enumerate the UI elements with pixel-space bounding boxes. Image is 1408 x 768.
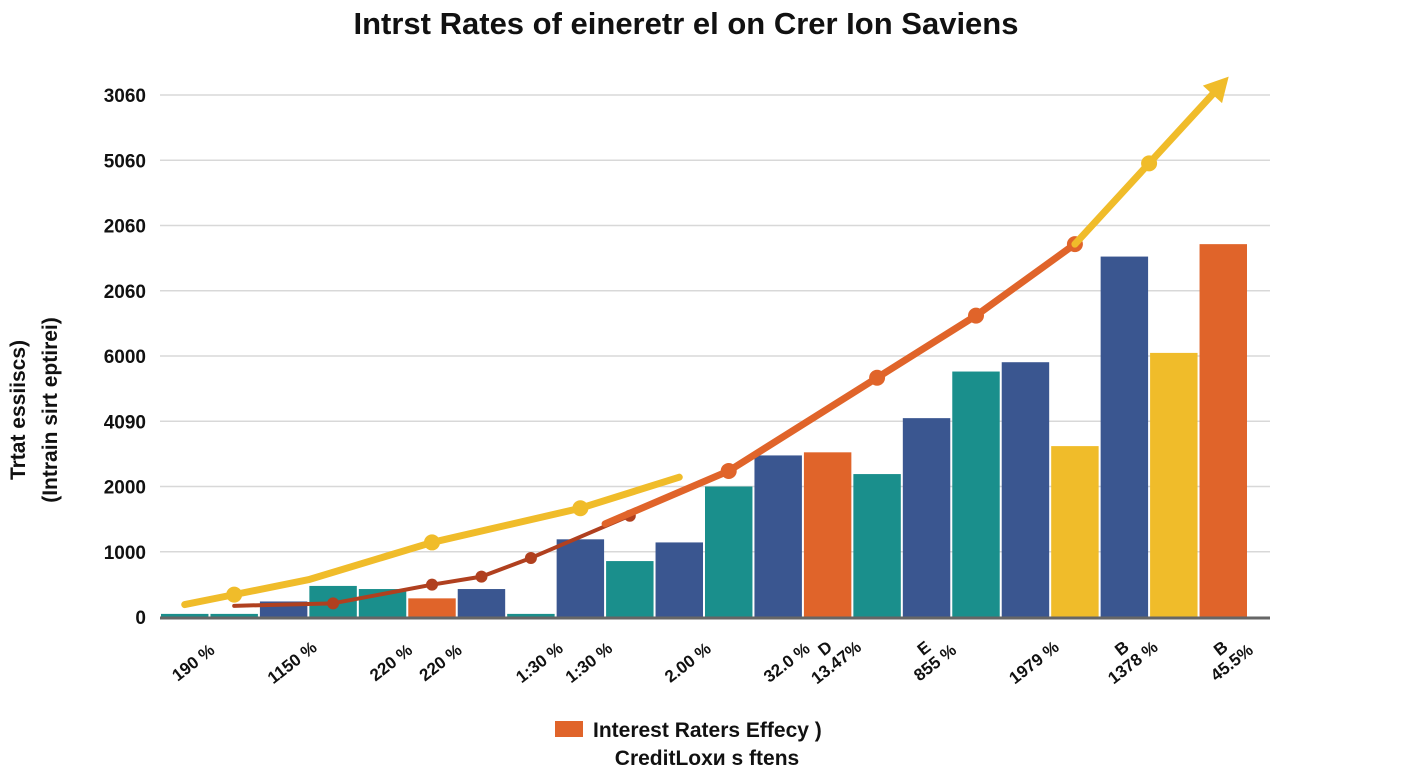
x-tick-text: 1150 % bbox=[264, 638, 320, 688]
trend-marker bbox=[524, 551, 537, 564]
x-tick-text: 32.0 % bbox=[760, 639, 813, 687]
y-axis-label-line-2: (Intrain sirt eptirei) bbox=[39, 317, 62, 503]
x-tick-label: 32.0 % bbox=[760, 639, 813, 687]
trend-marker bbox=[327, 597, 340, 610]
x-tick-text: 190 % bbox=[169, 640, 219, 685]
gridlines bbox=[160, 94, 1270, 553]
bar bbox=[1199, 244, 1247, 617]
legend-swatch bbox=[555, 721, 583, 737]
legend: Interest Raters Effecy ) CreditLoхи s ft… bbox=[555, 719, 822, 768]
trend-marker bbox=[869, 369, 886, 386]
y-tick-label: 3060 bbox=[104, 86, 146, 107]
bar bbox=[1001, 362, 1050, 617]
bar bbox=[457, 589, 506, 617]
x-tick-text: 1979 % bbox=[1005, 637, 1062, 687]
trend-marker bbox=[968, 307, 984, 324]
bar bbox=[803, 452, 852, 617]
x-tick-text: 1:30 % bbox=[562, 639, 616, 687]
bar bbox=[705, 486, 753, 617]
bar bbox=[655, 542, 703, 617]
trend-marker bbox=[720, 462, 737, 479]
bar bbox=[210, 613, 258, 617]
trend-line bbox=[181, 473, 683, 609]
bar bbox=[408, 598, 456, 617]
x-tick-text: 220 % bbox=[366, 640, 416, 685]
trend-marker bbox=[424, 534, 440, 551]
trend-marker bbox=[475, 570, 488, 583]
x-tick-label: 2.00 % bbox=[661, 639, 714, 687]
bar bbox=[507, 613, 555, 617]
x-axis-ticks: 190 % 1150 % 220 % 220 % 1:30 %1:30 % 2.00 % 3… bbox=[169, 637, 1257, 688]
bar bbox=[161, 613, 209, 617]
y-axis-label: Trtat essiiscs) (Intrain sirt eptirei) bbox=[7, 317, 62, 503]
bar bbox=[952, 371, 1000, 617]
x-tick-label: 1:30 % bbox=[562, 639, 616, 687]
y-tick-label: 4090 bbox=[104, 412, 146, 433]
y-tick-label: 0 bbox=[135, 608, 146, 629]
trend-marker bbox=[426, 578, 438, 591]
bar bbox=[1100, 256, 1149, 617]
bar bbox=[902, 418, 951, 617]
trend-marker bbox=[572, 500, 589, 517]
legend-sublabel: CreditLoхи s ftens bbox=[615, 747, 799, 768]
x-tick-label: 1979 % bbox=[1005, 637, 1062, 687]
trend-lines bbox=[181, 76, 1229, 610]
x-tick-text: 1:30 % bbox=[512, 639, 566, 687]
bar bbox=[853, 474, 901, 617]
trend-marker bbox=[1141, 155, 1158, 172]
y-tick-label: 6000 bbox=[104, 347, 146, 368]
bar-series bbox=[161, 244, 1247, 617]
x-tick-label: 190 % bbox=[169, 640, 219, 685]
chart-title: Intrst Rates of eineretr el on Crer Ion … bbox=[354, 6, 1019, 41]
bar bbox=[556, 539, 605, 617]
bar bbox=[1051, 446, 1099, 617]
y-axis-ticks: 0 1000 2000 4090 6000 2060 2060 5060 3060 bbox=[104, 86, 146, 629]
y-tick-label: 2060 bbox=[104, 217, 146, 238]
trend-line bbox=[232, 513, 632, 608]
x-tick-label: 1:30 % bbox=[512, 639, 566, 687]
trend-marker bbox=[226, 586, 243, 603]
trend-arrow-head bbox=[1202, 76, 1229, 104]
x-tick-label: 1150 % bbox=[264, 638, 320, 688]
x-tick-text: 2.00 % bbox=[661, 639, 714, 687]
x-tick-label: B45.5% bbox=[1207, 637, 1257, 685]
y-tick-label: 5060 bbox=[104, 151, 146, 172]
y-axis-label-line-1: Trtat essiiscs) bbox=[7, 340, 30, 480]
bar bbox=[754, 455, 802, 617]
bar bbox=[1150, 352, 1198, 617]
y-tick-label: 1000 bbox=[104, 543, 146, 564]
x-tick-label: 220 % bbox=[416, 640, 466, 685]
x-tick-label: 220 % bbox=[366, 640, 416, 685]
legend-label: Interest Raters Effecy ) bbox=[593, 719, 822, 742]
y-tick-label: 2060 bbox=[104, 282, 146, 303]
x-tick-text: 220 % bbox=[416, 640, 466, 685]
y-tick-label: 2000 bbox=[104, 478, 146, 499]
bar bbox=[606, 561, 654, 617]
